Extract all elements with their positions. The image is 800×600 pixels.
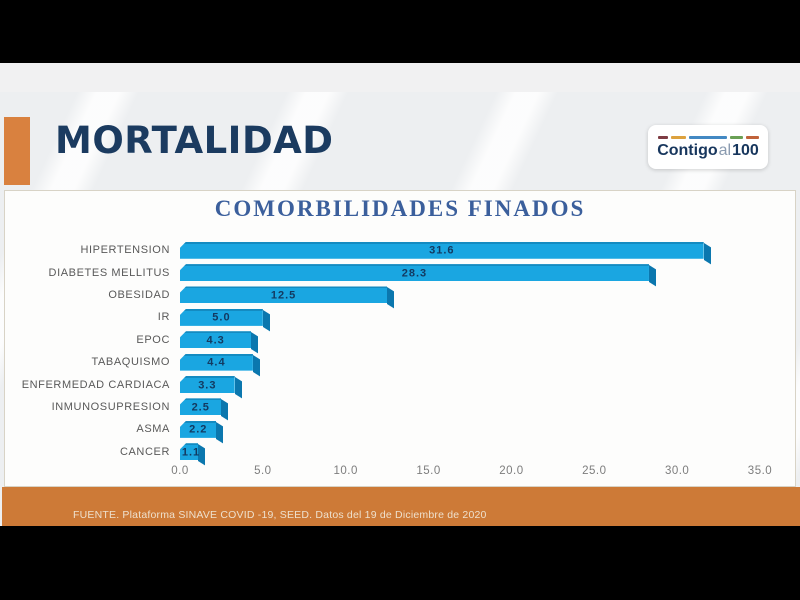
bar-track: 1.1 (180, 443, 760, 466)
bar-3d-side (251, 332, 259, 354)
chart-row: INMUNOSUPRESION 2.5 (5, 396, 795, 421)
category-label: OBESIDAD (108, 288, 170, 301)
x-tick-label: 20.0 (499, 465, 524, 477)
chart-row: ENFERMEDAD CARDIACA 3.3 (5, 373, 795, 399)
logo-text-al: al (718, 141, 732, 159)
category-label: IR (157, 311, 170, 324)
category-label: CANCER (119, 445, 170, 458)
bar-3d-side (703, 242, 711, 265)
logo-dash (657, 136, 668, 139)
logo-dash (729, 136, 743, 139)
bar-value-label: 2.5 (191, 401, 210, 414)
bar-value-label: 3.3 (198, 379, 217, 392)
chart-row: EPOC 4.3 (5, 329, 795, 354)
category-label: HIPERTENSION (80, 244, 170, 257)
source-text: FUENTE. Plataforma SINAVE COVID -19, SEE… (73, 509, 487, 521)
logo-dash (670, 136, 686, 139)
contigo-al-100-logo: Contigoal100 (648, 125, 768, 169)
chart-row: HIPERTENSION 31.6 (5, 239, 795, 265)
bar-value-label: 4.3 (206, 334, 225, 347)
bar (180, 376, 235, 394)
bar-track: 2.5 (180, 398, 760, 421)
chart-panel: COMORBILIDADES FINADOS HIPERTENSION 31.6 D… (4, 190, 796, 487)
bar-3d-side (252, 354, 260, 377)
logo-dash (745, 136, 759, 139)
bar-value-label: 5.0 (212, 311, 231, 324)
bar-track: 5.0 (180, 308, 760, 332)
orange-accent-bar (4, 117, 30, 185)
bar-value-label: 1.1 (181, 446, 201, 459)
chart-rows: HIPERTENSION 31.6 DIABETES MELLITUS 28.3 OBE… (5, 239, 795, 466)
category-label: INMUNOSUPRESION (51, 400, 170, 413)
chart-row: OBESIDAD 12.5 (5, 284, 795, 309)
x-tick-label: 30.0 (664, 465, 690, 477)
bar (180, 443, 199, 461)
bar-track: 28.3 (180, 264, 760, 287)
logo-text: Contigoal100 (657, 141, 759, 159)
bar (180, 420, 217, 438)
chart-row: CANCER 1.1 (5, 441, 795, 466)
slide: MORTALIDAD Contigoal100 COMORBILIDADES F… (0, 92, 800, 526)
bar (180, 353, 253, 371)
x-tick-label: 0.0 (171, 465, 189, 477)
bar-3d-side (216, 421, 224, 444)
footer-band: FUENTE. Plataforma SINAVE COVID -19, SEE… (2, 487, 800, 526)
category-label: TABAQUISMO (91, 356, 170, 369)
bar-value-label: 2.2 (189, 423, 208, 436)
bar (180, 286, 388, 304)
chart-title: COMORBILIDADES FINADOS (214, 196, 586, 221)
bar (180, 331, 252, 349)
bar-track: 4.3 (180, 331, 760, 354)
logo-dash (688, 136, 727, 139)
logo-dashes (657, 136, 759, 140)
bar-3d-side (648, 265, 656, 287)
top-light-strip (0, 63, 800, 92)
category-label: ASMA (136, 423, 170, 436)
x-tick-label: 15.0 (416, 465, 441, 477)
bar-track: 4.4 (180, 353, 760, 377)
category-label: DIABETES MELLITUS (48, 266, 170, 279)
chart-row: IR 5.0 (5, 306, 795, 332)
bar-track: 31.6 (180, 241, 760, 265)
category-label: ENFERMEDAD CARDIACA (21, 378, 170, 391)
chart-row: ASMA 2.2 (5, 418, 795, 444)
bar-track: 12.5 (180, 286, 760, 309)
bar-value-label: 28.3 (401, 267, 428, 280)
bar-value-label: 4.4 (207, 356, 226, 369)
bar-value-label: 12.5 (270, 289, 297, 302)
x-axis: 0.0 5.0 10.0 15.0 20.0 25.0 30.0 35.0 (171, 465, 771, 481)
x-tick-label: 10.0 (333, 465, 358, 477)
x-tick-label: 25.0 (582, 465, 607, 477)
x-tick-label: 5.0 (254, 465, 272, 477)
category-label: EPOC (136, 333, 170, 346)
bar-value-label: 31.6 (429, 244, 455, 257)
logo-text-contigo: Contigo (657, 141, 718, 159)
bar (180, 264, 649, 282)
x-tick-label: 35.0 (747, 465, 773, 477)
bar (180, 241, 704, 259)
bar-track: 2.2 (180, 420, 760, 444)
bar-3d-side (262, 309, 270, 332)
page-title: MORTALIDAD (55, 119, 334, 162)
chart-row: DIABETES MELLITUS 28.3 (5, 261, 795, 287)
chart-row: TABAQUISMO 4.4 (5, 351, 795, 377)
bar (180, 398, 222, 416)
bar-track: 3.3 (180, 376, 760, 399)
logo-text-100: 100 (732, 141, 759, 159)
bar (180, 308, 263, 326)
